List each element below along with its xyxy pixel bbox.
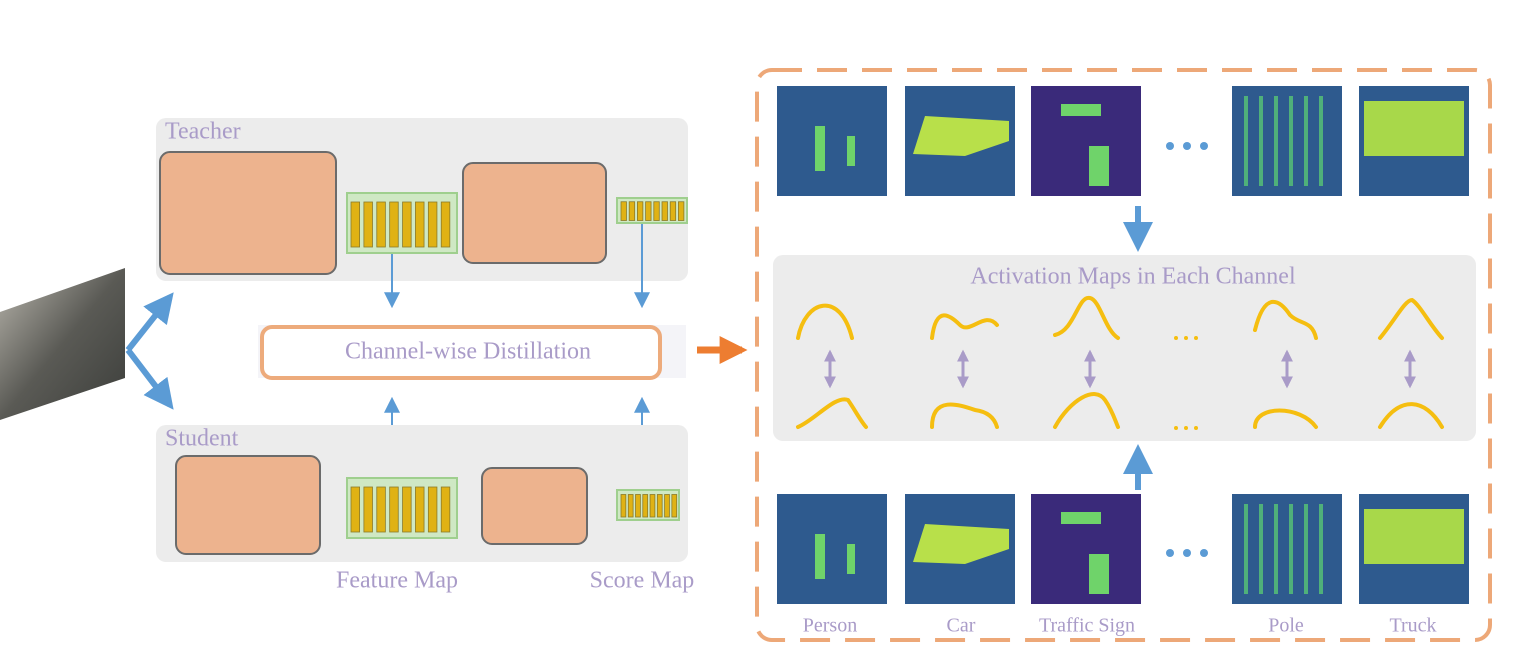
icon-bar	[645, 201, 652, 221]
teacher-label: Teacher	[165, 119, 241, 145]
icon-bar	[664, 494, 670, 518]
thumbnail	[1232, 494, 1342, 604]
icon-bar	[628, 201, 636, 221]
blob	[1061, 512, 1101, 524]
icon-bar	[620, 201, 627, 221]
icon-bar	[661, 201, 668, 221]
thumbnail	[1031, 494, 1141, 604]
feature-map-icon	[346, 192, 458, 254]
class-label: Pole	[1268, 615, 1304, 637]
activation-panel	[773, 255, 1476, 441]
icon-bar	[350, 201, 360, 248]
curves	[796, 295, 1444, 429]
feature-map-caption: Feature Map	[336, 568, 458, 594]
icon-bar	[620, 494, 627, 518]
blob	[1089, 554, 1109, 594]
blob	[1259, 504, 1263, 594]
thumbnail	[1031, 86, 1141, 196]
activation-title: Activation Maps in Each Channel	[970, 264, 1296, 290]
student-block	[175, 455, 321, 555]
blob	[1289, 504, 1293, 594]
icon-bar	[656, 494, 663, 518]
arrow	[125, 292, 174, 352]
thumbnail	[777, 86, 887, 196]
blob	[847, 136, 855, 166]
icon-bar	[427, 486, 438, 533]
icon-bar	[389, 201, 399, 248]
blob	[1274, 504, 1278, 594]
feature-map-icon	[346, 477, 458, 539]
score-map-caption: Score Map	[590, 568, 695, 594]
distillation-label: Channel-wise Distillation	[345, 339, 591, 365]
icon-bar	[363, 201, 373, 248]
blob	[1319, 96, 1323, 186]
icon-bar	[402, 201, 412, 248]
blob	[1259, 96, 1263, 186]
blob	[815, 534, 825, 579]
icon-bar	[678, 201, 685, 221]
icon-bar	[363, 486, 373, 533]
icon-box	[616, 197, 688, 224]
icon-bar	[627, 494, 634, 518]
icon-bar	[637, 201, 644, 221]
icon-bar	[669, 201, 677, 221]
input-image	[0, 268, 125, 420]
ellipsis	[1174, 336, 1198, 430]
arrow	[125, 348, 174, 410]
icon-bar	[649, 494, 656, 518]
icon-bar	[671, 494, 678, 518]
student-block	[481, 467, 588, 545]
activation-thumbnails	[777, 86, 1469, 604]
icon-bar	[350, 486, 360, 533]
feature-map-icon	[616, 489, 680, 521]
icon-bar	[376, 486, 386, 533]
blob	[1244, 504, 1248, 594]
blob	[815, 126, 825, 171]
teacher-block	[462, 162, 607, 264]
activation-frame	[755, 68, 1492, 642]
ellipsis	[1166, 142, 1208, 557]
icon-bar	[427, 201, 438, 248]
blob	[847, 544, 855, 574]
distillation-box	[260, 325, 662, 380]
icon-bar	[389, 486, 399, 533]
class-label: Truck	[1389, 615, 1436, 637]
class-label: Person	[803, 615, 857, 637]
thumbnail	[1232, 86, 1342, 196]
icon-bar	[415, 201, 425, 248]
blob	[1061, 104, 1101, 116]
class-label: Traffic Sign	[1039, 615, 1135, 637]
blob	[1319, 504, 1323, 594]
thumbnail	[777, 494, 887, 604]
blob	[913, 524, 1009, 564]
feature-map-icon	[616, 197, 688, 224]
blob	[913, 116, 1009, 156]
blob	[1289, 96, 1293, 186]
blob	[1364, 101, 1464, 156]
blob	[1244, 96, 1248, 186]
icon-bar	[402, 486, 412, 533]
icon-bar	[415, 486, 425, 533]
blob	[1304, 504, 1308, 594]
icon-bar	[635, 494, 641, 518]
icon-bar	[440, 201, 451, 248]
compare-arrows	[824, 349, 1416, 389]
blob	[1274, 96, 1278, 186]
blob	[1364, 509, 1464, 564]
icon-bar	[440, 486, 451, 533]
icon-bar	[376, 201, 386, 248]
blob	[1304, 96, 1308, 186]
blob	[1089, 146, 1109, 186]
student-label: Student	[165, 426, 239, 452]
icon-bar	[642, 494, 649, 518]
class-label: Car	[947, 615, 976, 637]
icon-bar	[653, 201, 660, 221]
teacher-block	[159, 151, 337, 275]
